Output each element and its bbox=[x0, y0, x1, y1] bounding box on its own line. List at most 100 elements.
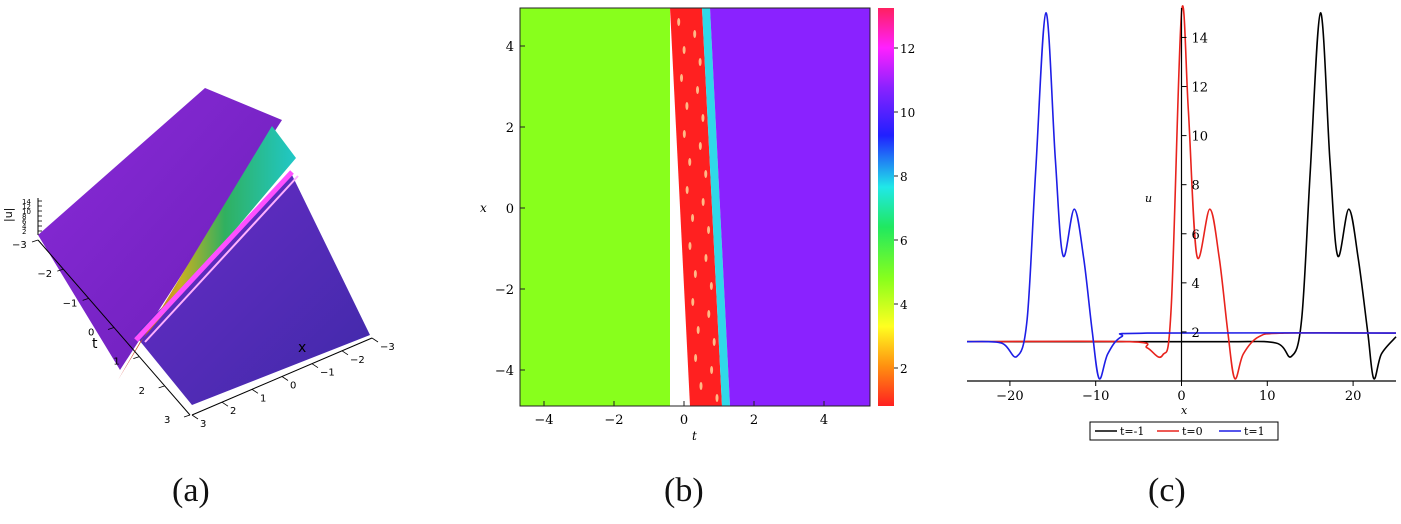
band-dot bbox=[693, 30, 697, 38]
panel-c-line-chart: −20 −10 0 10 20 2 4 6 8 10 12 14 x u t=-1 t=0 t=1 bbox=[966, 5, 1397, 441]
band-dot bbox=[696, 86, 700, 94]
x-tick bbox=[281, 376, 289, 381]
c-y-tick-label: 10 bbox=[1192, 130, 1209, 145]
u-tick-label: 12 bbox=[22, 203, 31, 211]
band-dot bbox=[688, 158, 692, 166]
u-tick-label: 14 bbox=[22, 198, 31, 206]
x-tick-label: −1 bbox=[320, 368, 335, 379]
t-tick-label: 3 bbox=[164, 415, 170, 426]
b-y-tick-label: −4 bbox=[495, 364, 514, 379]
t-tick-label: 0 bbox=[88, 328, 94, 339]
band-dot bbox=[704, 170, 708, 178]
b-y-tick-label: 0 bbox=[506, 202, 514, 217]
surface-crest-light-line bbox=[144, 175, 299, 343]
band-dot bbox=[715, 394, 719, 402]
t-tick bbox=[158, 385, 165, 389]
x-tick bbox=[311, 363, 319, 368]
x-tick-label: 2 bbox=[230, 406, 236, 417]
u-tick-label: 2 bbox=[22, 228, 26, 236]
band-dot bbox=[704, 254, 708, 262]
c-y-tick-label: 2 bbox=[1192, 326, 1200, 341]
b-x-tick-label: 4 bbox=[820, 413, 828, 428]
x-tick bbox=[371, 337, 379, 343]
x-tick-label: 0 bbox=[290, 381, 296, 392]
series-line-2 bbox=[966, 12, 1397, 380]
x-tick bbox=[341, 350, 349, 356]
x-tick bbox=[191, 414, 199, 420]
c-axes: −20 −10 0 10 20 2 4 6 8 10 12 14 bbox=[967, 8, 1396, 404]
u-tick-label: 4 bbox=[22, 223, 27, 231]
band-dot bbox=[698, 58, 702, 66]
density-frame bbox=[519, 7, 871, 407]
band-dot bbox=[701, 114, 705, 122]
c-y-tick-label: 6 bbox=[1192, 228, 1200, 243]
c-y-tick-label: 4 bbox=[1192, 277, 1200, 292]
band-dot bbox=[682, 130, 686, 138]
band-dot bbox=[682, 46, 686, 54]
band-dot bbox=[691, 214, 695, 222]
b-x-tick-label: 0 bbox=[680, 413, 688, 428]
colorbar-tick-label: 10 bbox=[900, 106, 915, 120]
density-left-region bbox=[520, 8, 670, 406]
t-tick-label: −2 bbox=[37, 269, 52, 280]
x-tick-label: −3 bbox=[380, 342, 395, 353]
t-tick-label: 1 bbox=[113, 357, 119, 368]
colorbar-tick-label: 12 bbox=[900, 42, 915, 56]
band-dot bbox=[691, 298, 695, 306]
x-tick-label: −2 bbox=[350, 355, 365, 366]
band-dot bbox=[696, 326, 700, 334]
x-axis-label: x bbox=[298, 340, 306, 356]
band-dot bbox=[688, 242, 692, 250]
c-y-axis-label: u bbox=[1145, 192, 1152, 205]
density-soliton-band bbox=[670, 8, 722, 406]
legend-box bbox=[1089, 421, 1279, 441]
t-tick-label: −3 bbox=[12, 240, 27, 251]
c-x-axis-label: x bbox=[1181, 404, 1188, 417]
band-dot bbox=[707, 226, 711, 234]
u-tick-label: 10 bbox=[22, 208, 31, 216]
legend: t=-1 t=0 t=1 bbox=[1089, 421, 1279, 441]
x-tick bbox=[251, 389, 259, 394]
band-dot bbox=[685, 186, 689, 194]
band-dot bbox=[707, 310, 711, 318]
x-tick bbox=[221, 401, 229, 407]
band-dot bbox=[699, 382, 703, 390]
band-dot bbox=[709, 282, 713, 290]
t-tick-label: 2 bbox=[139, 386, 145, 397]
b-y-tick-label: 2 bbox=[506, 121, 514, 136]
c-x-tick-label: 20 bbox=[1345, 389, 1362, 404]
density-right-region bbox=[710, 8, 870, 406]
colorbar-tick-label: 8 bbox=[900, 170, 908, 184]
caption-a: (a) bbox=[172, 472, 210, 509]
c-y-tick-label: 14 bbox=[1192, 31, 1209, 46]
band-dot bbox=[710, 366, 714, 374]
t-axis-ticks: −3 −2 −1 0 1 2 3 bbox=[12, 239, 191, 426]
t-tick bbox=[31, 239, 39, 243]
b-y-axis-label: x bbox=[480, 201, 487, 215]
u-axis-label: |u| bbox=[2, 208, 15, 222]
band-dot bbox=[698, 142, 702, 150]
c-y-tick-label: 12 bbox=[1192, 81, 1209, 96]
legend-label: t=0 bbox=[1182, 425, 1203, 438]
colorbar-ticks: 12 10 8 6 4 2 bbox=[894, 42, 915, 376]
caption-b: (b) bbox=[664, 472, 704, 509]
surface-bottom-plane bbox=[135, 175, 370, 405]
u-tick-label: 8 bbox=[22, 213, 26, 221]
u-tick-label: 6 bbox=[22, 218, 27, 226]
t-tick bbox=[107, 327, 115, 330]
x-axis-ticks: −3 −2 −1 0 1 2 3 bbox=[191, 337, 395, 430]
colorbar-tick-label: 2 bbox=[900, 362, 908, 376]
b-x-tick-label: −2 bbox=[604, 413, 623, 428]
b-x-tick-label: −4 bbox=[534, 413, 553, 428]
t-axis-label: t bbox=[92, 336, 98, 352]
colorbar bbox=[878, 8, 894, 406]
t-tick bbox=[183, 414, 191, 418]
x-tick-label: 1 bbox=[260, 393, 266, 404]
b-x-axis-label: t bbox=[692, 429, 697, 443]
caption-c: (c) bbox=[1148, 472, 1186, 509]
b-x-tick-label: 2 bbox=[750, 413, 758, 428]
band-dot bbox=[693, 270, 697, 278]
surface-crest-pink-line bbox=[134, 170, 294, 342]
